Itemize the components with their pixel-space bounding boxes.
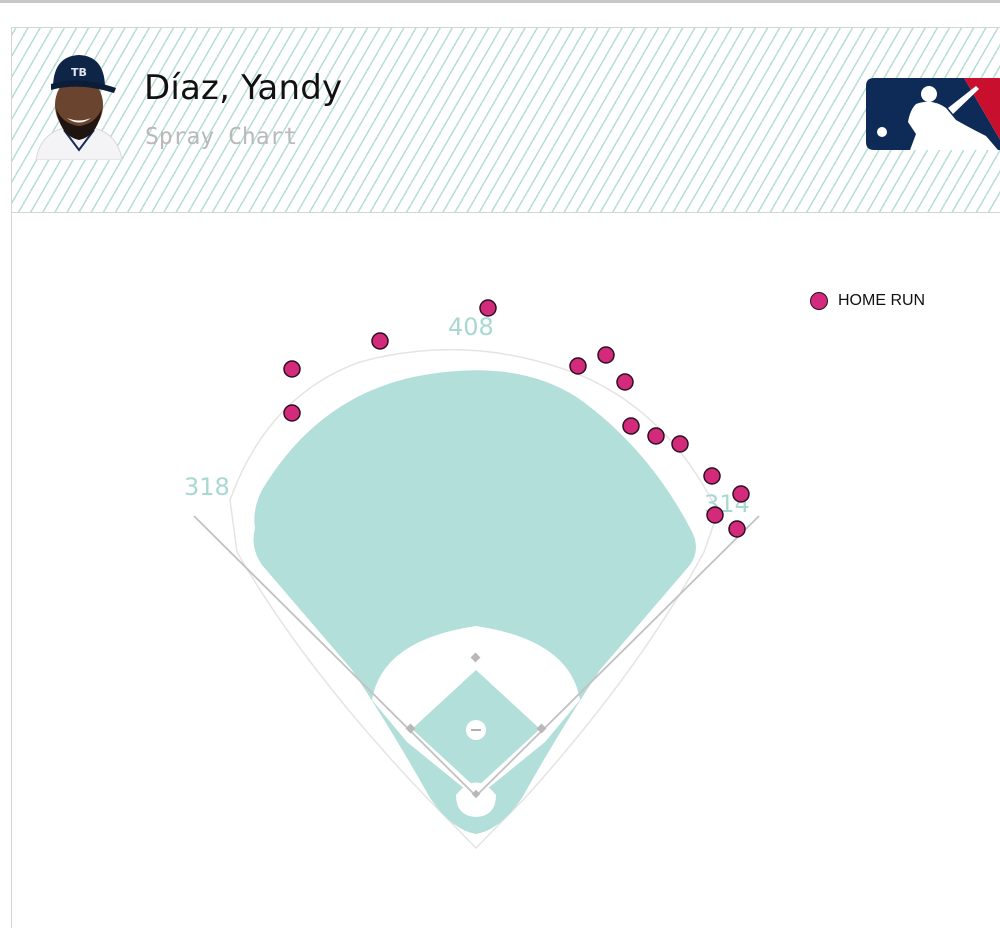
- home-run-point[interactable]: [283, 404, 301, 422]
- legend-label-home-run: HOME RUN: [838, 292, 926, 309]
- home-run-point[interactable]: [671, 435, 689, 453]
- home-run-point[interactable]: [371, 332, 389, 350]
- home-run-point[interactable]: [703, 467, 721, 485]
- player-avatar: TB: [35, 55, 123, 160]
- left-field-distance: 318: [184, 473, 230, 501]
- third-base: [405, 723, 416, 734]
- home-run-point[interactable]: [283, 360, 301, 378]
- right-foul-line: [475, 515, 760, 797]
- home-run-point[interactable]: [597, 346, 615, 364]
- legend-swatch-home-run: [810, 292, 828, 310]
- home-run-point[interactable]: [728, 520, 746, 538]
- home-plate-area: [456, 782, 496, 817]
- player-name: Díaz, Yandy: [144, 68, 343, 108]
- home-run-point[interactable]: [706, 506, 724, 524]
- home-run-points: [283, 299, 750, 538]
- left-foul-line: [193, 515, 477, 797]
- header: TB Díaz, Yandy Spray Chart: [12, 28, 1000, 213]
- home-plate: [471, 789, 481, 799]
- outfield-grass: [253, 370, 696, 834]
- top-rule: [0, 0, 1000, 3]
- home-run-point[interactable]: [647, 427, 665, 445]
- cap-letters: TB: [71, 66, 87, 79]
- home-run-point[interactable]: [732, 485, 750, 503]
- pitchers-rubber: [471, 729, 481, 731]
- center-field-distance: 408: [448, 313, 494, 341]
- first-base: [536, 723, 547, 734]
- second-base: [470, 652, 481, 663]
- home-run-point[interactable]: [569, 357, 587, 375]
- ballpark: [193, 348, 760, 850]
- mlb-logo-icon: [866, 78, 1000, 150]
- chart-title: Spray Chart: [145, 124, 298, 150]
- home-run-point[interactable]: [616, 373, 634, 391]
- legend: HOME RUN: [810, 289, 925, 313]
- home-run-point[interactable]: [622, 417, 640, 435]
- home-run-point[interactable]: [479, 299, 497, 317]
